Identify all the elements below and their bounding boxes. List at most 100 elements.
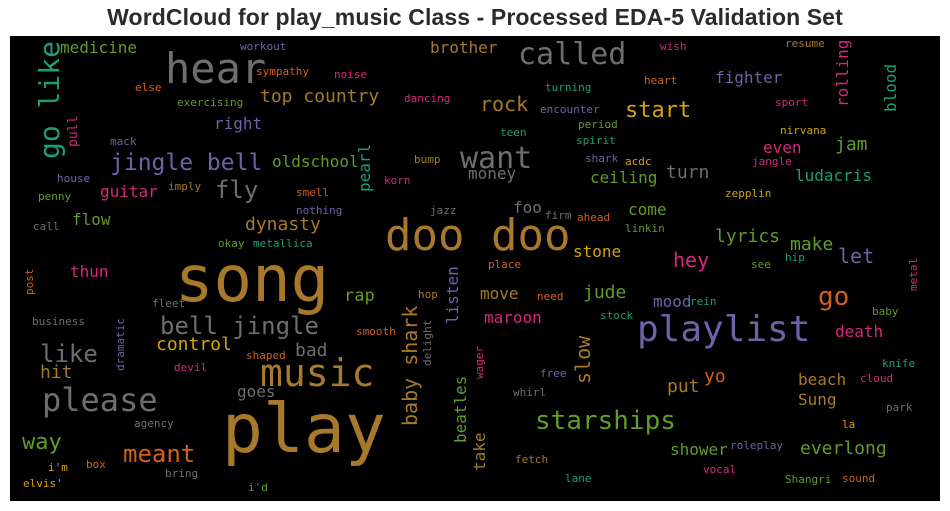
word-free: free — [540, 367, 567, 380]
word-business: business — [32, 315, 85, 328]
word-medicine: medicine — [60, 38, 138, 57]
word-dramatic: dramatic — [114, 318, 127, 371]
word-zepplin: zepplin — [725, 187, 772, 200]
word-slow: slow — [571, 335, 595, 384]
word-knife: knife — [882, 357, 916, 370]
word-top-country: top country — [260, 86, 380, 107]
word-bring: bring — [165, 467, 199, 480]
word-rein: rein — [690, 295, 717, 308]
word-shark: shark — [585, 152, 619, 165]
word-doo-doo: doo doo — [385, 210, 571, 261]
word-fetch: fetch — [515, 453, 549, 466]
word-rock: rock — [480, 92, 529, 116]
word-metal: metal — [907, 257, 920, 291]
word-place: place — [488, 258, 522, 271]
word-hear: hear — [165, 44, 267, 93]
word-bump: bump — [414, 153, 441, 166]
word-cloud: cloud — [860, 372, 894, 385]
word-sport: sport — [775, 96, 809, 109]
word-call: call — [33, 220, 60, 233]
page-title: WordCloud for play_music Class - Process… — [107, 4, 843, 30]
word-vocal: vocal — [703, 463, 737, 476]
word-put: put — [667, 376, 700, 397]
word-delight: delight — [421, 319, 434, 366]
word-dynasty: dynasty — [245, 214, 321, 235]
word-take: take — [470, 432, 489, 471]
word-hip: hip — [785, 251, 805, 264]
word-want: want — [460, 141, 533, 176]
word-imply: imply — [168, 180, 202, 193]
word-see: see — [751, 258, 771, 271]
word-meant: meant — [123, 440, 196, 468]
word-hey: hey — [673, 248, 710, 272]
word-beach: beach — [798, 370, 847, 389]
word-death: death — [835, 322, 884, 341]
word-fleet: fleet — [152, 297, 186, 310]
word-shangri: Shangri — [785, 473, 832, 486]
word-make: make — [790, 234, 834, 255]
word-maroon: maroon — [484, 308, 542, 327]
word-fly: fly — [215, 176, 259, 204]
word-smell: smell — [296, 186, 330, 199]
word-metallica: metallica — [253, 237, 313, 250]
word-lyrics: lyrics — [715, 226, 781, 247]
word-linkin: linkin — [625, 222, 665, 235]
word-pull: pull — [66, 115, 81, 147]
word-right: right — [214, 114, 263, 133]
word-korn: korn — [384, 174, 411, 187]
word-ceiling: ceiling — [590, 168, 658, 187]
word-guitar: guitar — [100, 182, 158, 201]
word-brother: brother — [430, 38, 498, 57]
word-song: song — [175, 243, 330, 317]
word-bad: bad — [295, 340, 328, 361]
word-wish: wish — [660, 40, 687, 53]
word-teen: teen — [500, 126, 527, 139]
word-bell-jingle: bell jingle — [160, 312, 319, 340]
word-hop: hop — [418, 288, 438, 301]
word-stone: stone — [573, 242, 622, 261]
word-baby: baby — [872, 305, 899, 318]
word-start: start — [625, 98, 692, 123]
word-oldschool: oldschool — [272, 152, 359, 171]
word-listen: listen — [443, 266, 462, 324]
word-foo: foo — [513, 198, 542, 217]
word-called: called — [518, 37, 627, 72]
word-ludacris: ludacris — [795, 166, 873, 185]
word-way: way — [22, 430, 62, 455]
word-noise: noise — [334, 68, 368, 81]
word-resume: resume — [785, 37, 825, 50]
word-rap: rap — [344, 286, 375, 306]
word-firm: firm — [545, 209, 572, 222]
word-post: post — [23, 268, 36, 296]
word-period: period — [578, 118, 618, 131]
word-acdc: acdc — [625, 155, 652, 168]
word-please: please — [42, 381, 158, 419]
word-jingle-bell: jingle bell — [110, 150, 263, 176]
word-smooth: smooth — [356, 325, 396, 338]
word-i-m: i'm — [48, 461, 68, 474]
word-shaped: shaped — [246, 349, 286, 362]
word-need: need — [537, 290, 564, 303]
word-wager: wager — [473, 345, 486, 379]
word-okay: okay — [218, 237, 245, 250]
word-rolling: rolling — [833, 39, 852, 107]
word-sung: Sung — [798, 390, 837, 409]
word-penny: penny — [38, 190, 72, 203]
word-go-like: go like — [33, 40, 66, 159]
word-come: come — [628, 200, 667, 219]
word-la: la — [842, 418, 856, 431]
word-roleplay: roleplay — [730, 439, 783, 452]
word-dancing: dancing — [404, 92, 451, 105]
word-hit: hit — [40, 362, 73, 383]
word-move: move — [480, 284, 519, 303]
word-whirl: whirl — [513, 386, 547, 399]
word-nothing: nothing — [296, 204, 343, 217]
word-yo: yo — [704, 366, 726, 387]
word-like: like — [40, 340, 98, 368]
word-beatles: beatles — [451, 375, 470, 443]
word-fighter: fighter — [715, 68, 783, 87]
word-devil: devil — [174, 361, 208, 374]
word-heart: heart — [644, 74, 678, 87]
word-stock: stock — [600, 309, 634, 322]
word-let: let — [838, 244, 875, 268]
